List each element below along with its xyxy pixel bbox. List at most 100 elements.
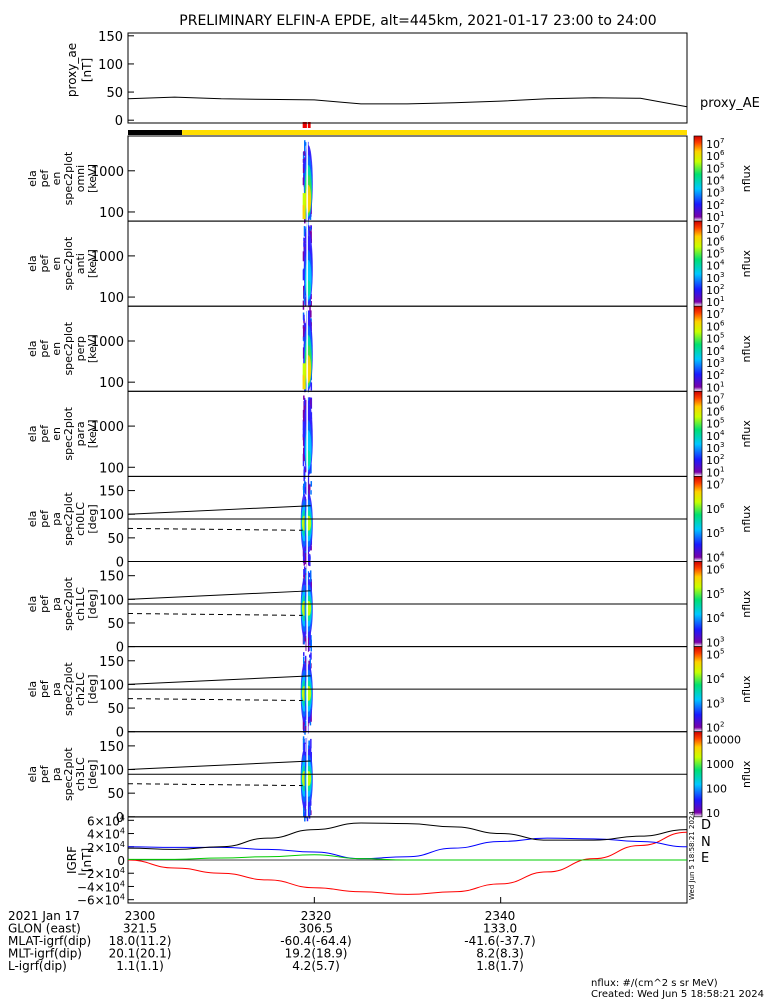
colorbar-label: 105 (706, 587, 724, 601)
y-tick-label: 100 (99, 678, 124, 693)
panel-y-label: pef (38, 169, 51, 188)
y-tick-label: 150 (98, 30, 123, 45)
spectrogram-pixel (304, 401, 306, 413)
spectrogram-pixel (310, 810, 312, 816)
x-axis-row-value: 8.2(8.3) (476, 947, 524, 961)
spectrogram-pixel (303, 551, 306, 561)
panel-y-label: ch2LC (74, 672, 87, 706)
spectrogram-pixel (310, 464, 312, 474)
colorbar-label: 101 (706, 380, 724, 394)
panel-y-label: pef (38, 254, 51, 273)
spectrogram-pixel (307, 471, 310, 484)
panel-y-label: ela (26, 596, 39, 613)
colorbar-label: 104 (706, 259, 725, 273)
colorbar (693, 220, 703, 307)
colorbar-label: 102 (706, 198, 724, 212)
x-axis-row-value: -41.6(-37.7) (464, 934, 535, 948)
colorbar (693, 305, 703, 392)
igrf-series-line (127, 837, 688, 860)
x-axis-row-value: 306.5 (299, 922, 333, 936)
panel-y-label: perp (74, 336, 87, 361)
y-tick-label: 100 (99, 291, 124, 306)
anti-loss-cone-line (127, 527, 303, 531)
colorbar-label: 10 (706, 807, 720, 820)
proxy-ae-frame (127, 32, 688, 124)
spectrogram-pixel (304, 480, 306, 484)
y-tick-label: 50 (107, 787, 124, 802)
proxy-ae-line (127, 96, 688, 108)
y-tick-label: 0 (116, 726, 124, 741)
y-tick-label: 1000 (91, 335, 124, 350)
spectrogram-pixel (302, 251, 305, 262)
colorbar-label: 104 (706, 611, 725, 625)
spectrogram-pixel (302, 486, 305, 490)
spectrogram-pixel (305, 226, 307, 233)
spectrogram-pixel (302, 409, 305, 418)
spectrogram-pixel (303, 226, 306, 237)
colorbar-label: 104 (706, 174, 725, 188)
panel-y-label: ch1LC (74, 587, 87, 621)
spectrogram-pixel (307, 225, 310, 231)
spectrogram-panel: 1000 100 ela pef en spec2plot anti [keV] (26, 220, 688, 313)
colorbar-label: 102 (706, 721, 724, 735)
panel-y-label: [deg] (86, 504, 99, 533)
x-axis-row-value: 2320 (301, 909, 332, 923)
y-tick-label: 100 (99, 508, 124, 523)
panel-y-label: [deg] (86, 589, 99, 618)
science-zone (307, 122, 311, 128)
y-axis-label: IGRF (65, 846, 79, 874)
spectrogram-pixel (310, 635, 312, 642)
panel-y-label: [deg] (86, 674, 99, 703)
spectrogram-intensity (302, 205, 305, 220)
spectrogram-pixel (302, 736, 305, 740)
colorbar-label: 104 (706, 429, 725, 443)
spectrogram-pixel (304, 487, 307, 494)
panel-y-label: spec2plot (62, 491, 75, 545)
loss-cone-line (127, 675, 311, 685)
x-axis-row-value: 2340 (485, 909, 516, 923)
spectrogram-pixel (303, 395, 305, 400)
spectrogram-pixel (304, 553, 307, 565)
y-tick-label: 50 (107, 617, 124, 632)
science-zone (302, 122, 307, 128)
colorbar-unit: nflux (740, 590, 753, 618)
panel-y-label: omni (74, 165, 87, 192)
colorbar-label: 107 (706, 222, 724, 236)
y-tick-label: 150 (99, 485, 124, 500)
x-axis-row-label: L-igrf(dip) (8, 959, 67, 973)
spectrogram-pixel (310, 382, 313, 391)
panel-y-label: para (74, 421, 87, 446)
spectrogram-pixel (310, 738, 312, 749)
colorbar-unit: nflux (740, 505, 753, 533)
panel-y-label: pef (38, 594, 51, 613)
spectrogram-pixel (302, 656, 305, 664)
colorbar-label: 103 (706, 636, 724, 650)
spectrogram-pixel (308, 397, 311, 405)
x-axis-row-label: 2021 Jan 17 (8, 909, 80, 923)
spectrogram-pixel (309, 213, 312, 220)
x-axis-annotation: 2021 Jan 17 2300 2320 2340 GLON (east) 321.5 3… (8, 897, 536, 973)
colorbar-label: 1000 (706, 758, 734, 771)
colorbar (693, 390, 703, 477)
spectrogram-pixel (303, 635, 305, 645)
side-timestamp: Wed Jun 5 18:58:21 2024 (688, 811, 696, 900)
spectrogram-pixel (303, 401, 305, 413)
spectrogram-pixel (302, 347, 305, 359)
y-tick-label: 2×104 (87, 840, 125, 855)
colorbar-label: 103 (706, 441, 724, 455)
colorbar-label: 105 (706, 417, 724, 431)
igrf-series-line (128, 854, 687, 861)
igrf-legend-label: E (701, 851, 709, 866)
spectrogram-pixel (303, 151, 305, 156)
panel-y-label: spec2plot (62, 151, 75, 205)
spectrogram-pixel (309, 227, 311, 231)
spectrogram-pixel (305, 725, 307, 733)
y-tick-label: 150 (99, 655, 124, 670)
spectrogram-pixel (303, 159, 305, 168)
spectrogram-pixel (302, 269, 305, 281)
panel-frame (127, 220, 688, 307)
spectrogram-pixel (309, 658, 311, 672)
panel-y-label: [keV] (86, 419, 99, 448)
figure-title: PRELIMINARY ELFIN-A EPDE, alt=445km, 202… (179, 13, 656, 29)
